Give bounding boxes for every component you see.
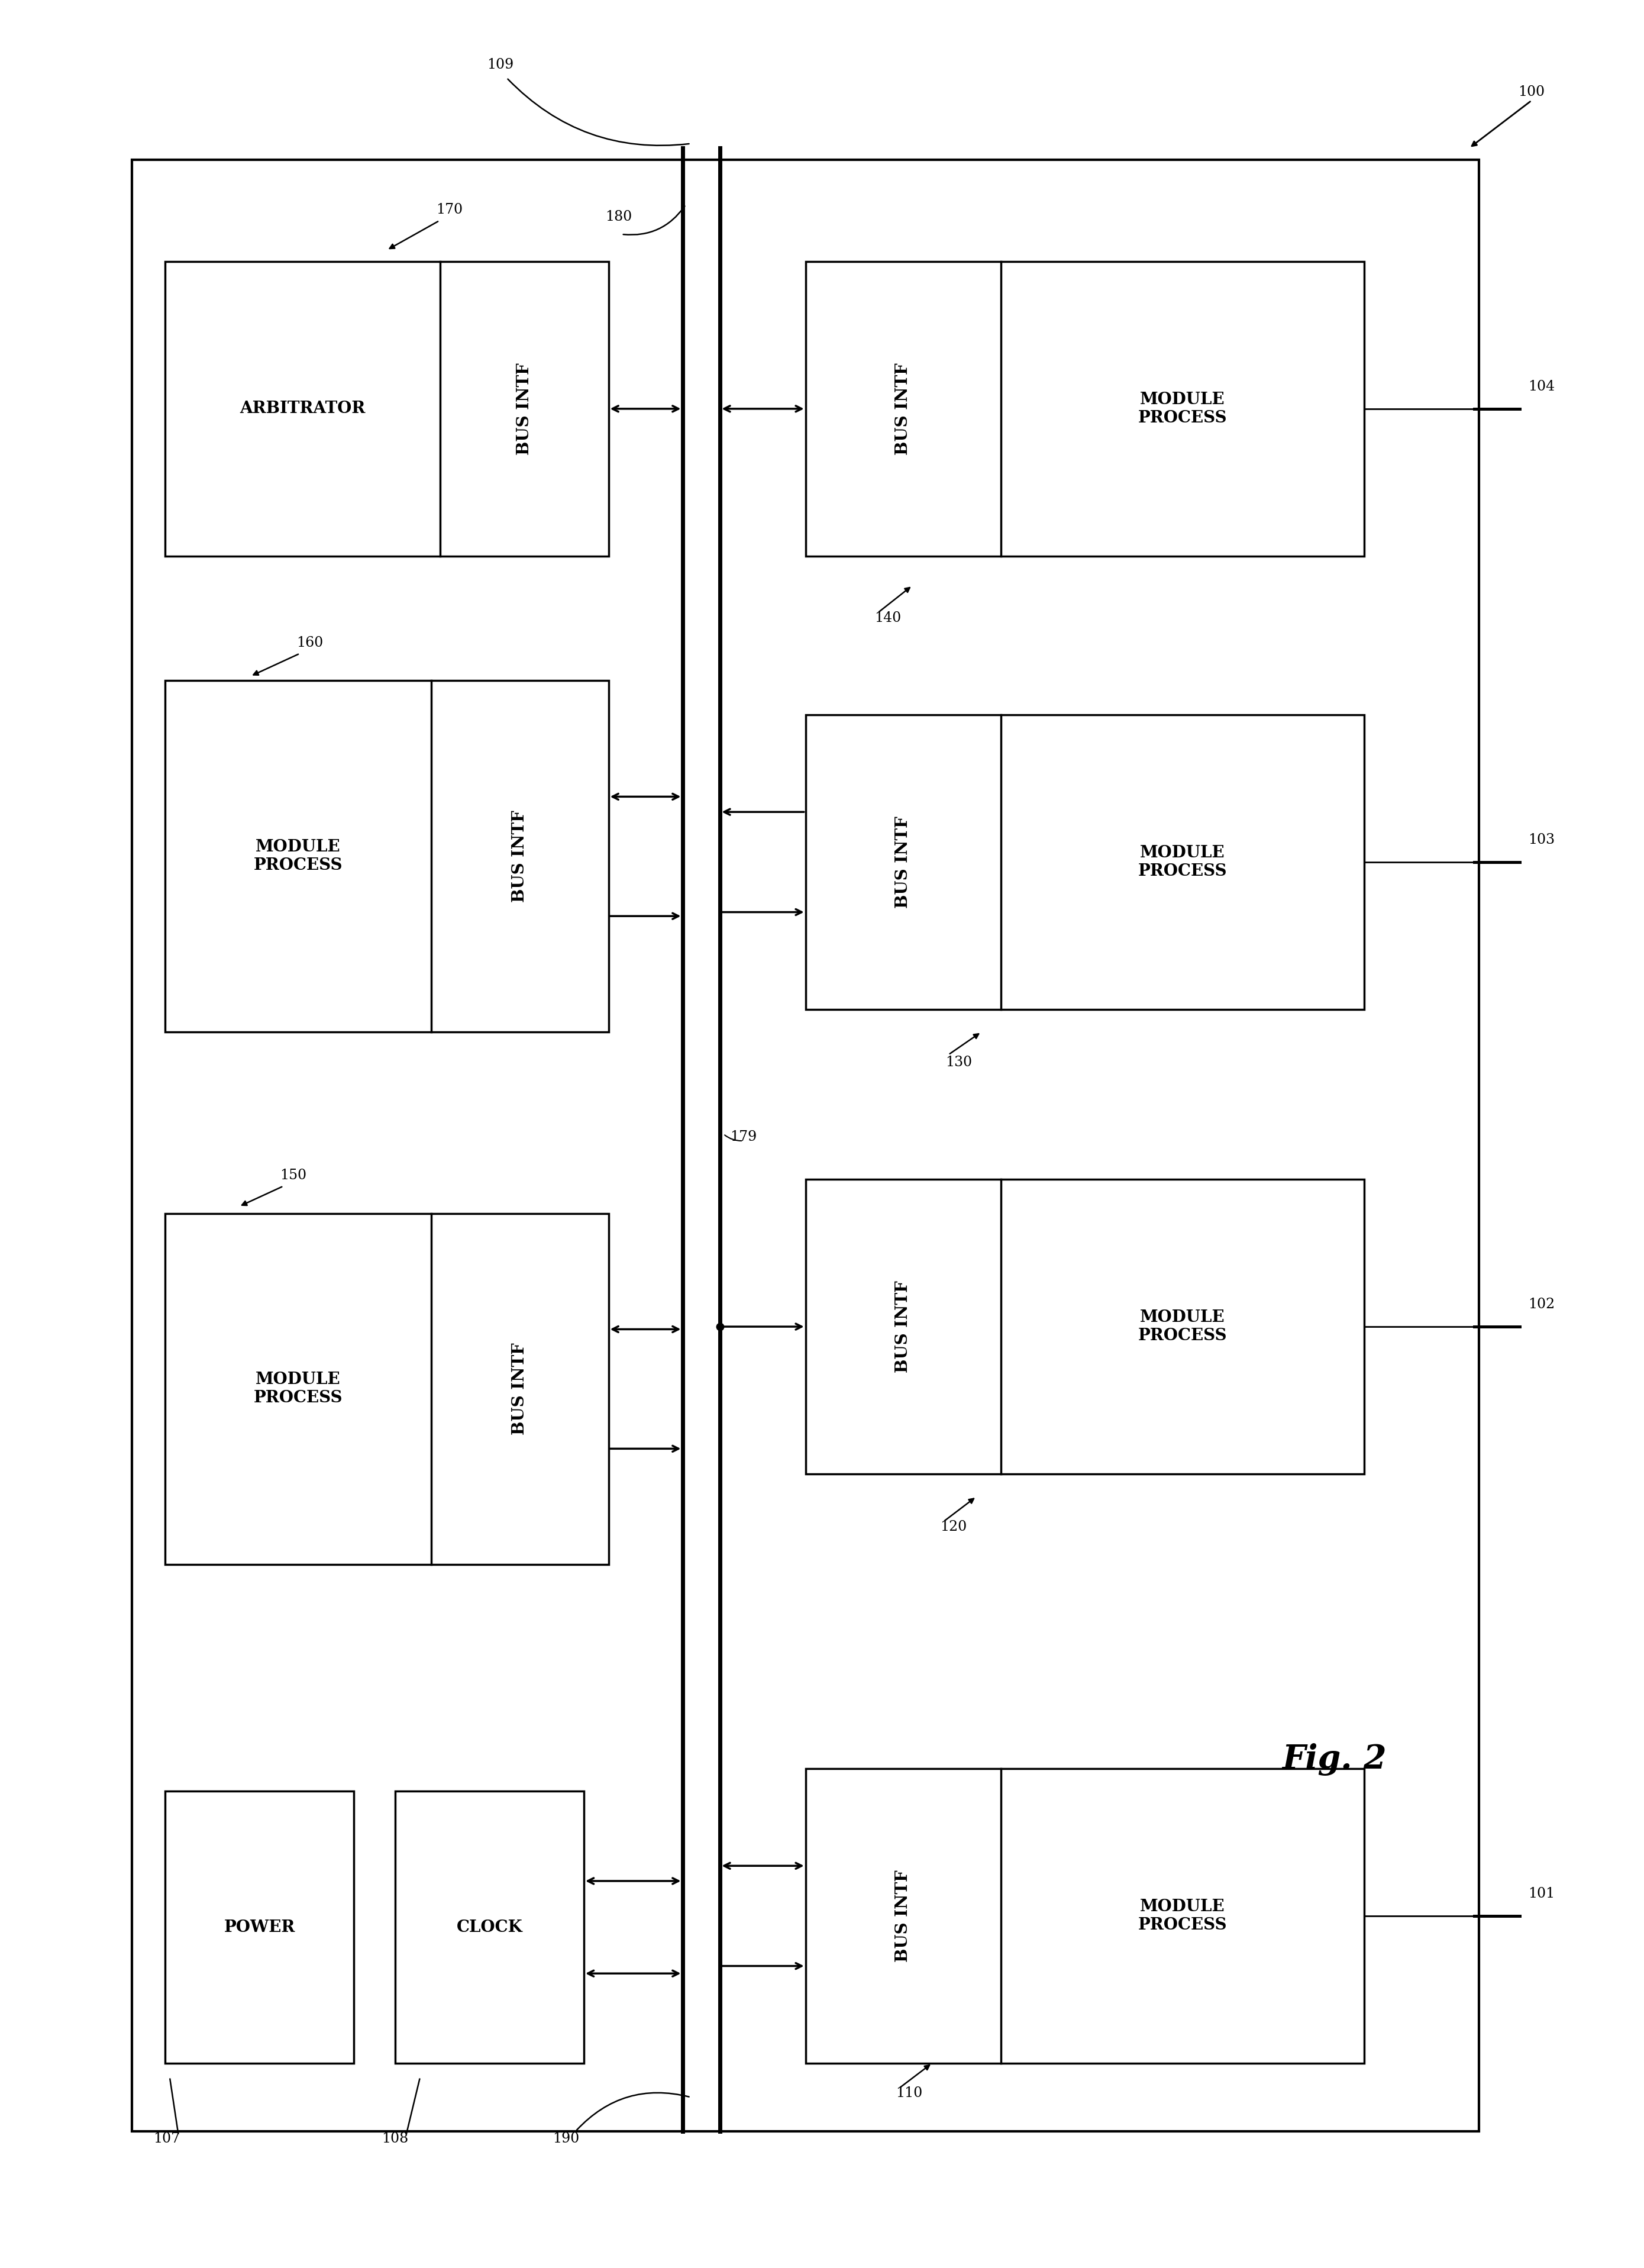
Text: 104: 104 bbox=[1529, 381, 1555, 395]
Text: MODULE
PROCESS: MODULE PROCESS bbox=[253, 839, 342, 873]
Bar bbox=[164, 1792, 353, 2064]
Text: 120: 120 bbox=[940, 1520, 967, 1533]
Text: BUS INTF: BUS INTF bbox=[896, 816, 911, 907]
Text: 150: 150 bbox=[279, 1168, 307, 1182]
Text: BUS INTF: BUS INTF bbox=[511, 1343, 528, 1436]
Text: 179: 179 bbox=[730, 1129, 756, 1143]
Text: MODULE
PROCESS: MODULE PROCESS bbox=[253, 1372, 342, 1406]
Text: 108: 108 bbox=[381, 2132, 409, 2146]
Text: CLOCK: CLOCK bbox=[457, 1919, 523, 1935]
Text: 130: 130 bbox=[945, 1055, 972, 1068]
Text: MODULE
PROCESS: MODULE PROCESS bbox=[1138, 1309, 1226, 1345]
Text: 140: 140 bbox=[875, 610, 901, 624]
Bar bbox=[806, 1769, 1365, 2064]
Text: 100: 100 bbox=[1519, 86, 1545, 100]
Bar bbox=[164, 261, 608, 556]
Text: 190: 190 bbox=[552, 2132, 579, 2146]
Text: 107: 107 bbox=[153, 2132, 181, 2146]
Bar bbox=[806, 261, 1365, 556]
Bar bbox=[395, 1792, 584, 2064]
Bar bbox=[806, 1179, 1365, 1474]
Text: BUS INTF: BUS INTF bbox=[896, 1281, 911, 1372]
Text: 102: 102 bbox=[1529, 1297, 1555, 1311]
Text: ARBITRATOR: ARBITRATOR bbox=[240, 401, 365, 417]
Text: BUS INTF: BUS INTF bbox=[896, 363, 911, 456]
Text: MODULE
PROCESS: MODULE PROCESS bbox=[1138, 1898, 1226, 1932]
Text: BUS INTF: BUS INTF bbox=[896, 1869, 911, 1962]
Bar bbox=[806, 714, 1365, 1009]
Text: 103: 103 bbox=[1529, 832, 1555, 846]
Text: BUS INTF: BUS INTF bbox=[511, 810, 528, 903]
Text: MODULE
PROCESS: MODULE PROCESS bbox=[1138, 392, 1226, 426]
Text: 109: 109 bbox=[487, 59, 513, 73]
Text: 160: 160 bbox=[296, 635, 324, 649]
Text: Fig. 2: Fig. 2 bbox=[1282, 1744, 1386, 1776]
Text: 110: 110 bbox=[896, 2087, 922, 2100]
Text: POWER: POWER bbox=[224, 1919, 296, 1935]
Text: BUS INTF: BUS INTF bbox=[516, 363, 533, 456]
Text: 170: 170 bbox=[436, 204, 462, 218]
Text: MODULE
PROCESS: MODULE PROCESS bbox=[1138, 844, 1226, 880]
Text: 180: 180 bbox=[605, 211, 631, 225]
Bar bbox=[164, 1213, 608, 1565]
Bar bbox=[132, 159, 1480, 2132]
Bar bbox=[164, 680, 608, 1032]
Text: 101: 101 bbox=[1529, 1887, 1555, 1901]
